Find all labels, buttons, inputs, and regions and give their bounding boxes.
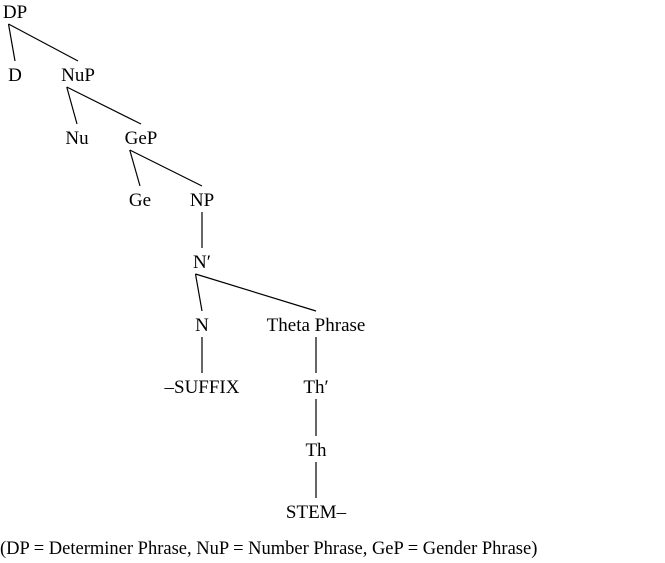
tree-node-theta: Theta Phrase xyxy=(267,315,366,336)
tree-node-nu: Nu xyxy=(65,128,89,149)
branch-dp-nup xyxy=(8,23,79,62)
tree-node-np: NP xyxy=(190,190,214,211)
tree-node-suffix: –SUFFIX xyxy=(164,377,240,398)
tree-node-stem: STEM– xyxy=(286,502,347,523)
branch-dp-d xyxy=(7,23,16,62)
tree-node-nbar: N′ xyxy=(193,252,211,273)
tree-node-th: Th xyxy=(305,440,327,461)
branch-nup-gep xyxy=(66,86,142,125)
branch-nup-nu xyxy=(66,86,78,125)
diagram-caption: (DP = Determiner Phrase, NuP = Number Ph… xyxy=(0,539,538,559)
tree-node-nup: NuP xyxy=(61,65,95,86)
tree-node-dp: DP xyxy=(3,2,27,23)
branch-gep-np xyxy=(129,149,203,187)
tree-node-gep: GeP xyxy=(125,128,158,149)
branch-gep-ge xyxy=(129,149,141,187)
tree-branches xyxy=(7,23,317,498)
tree-node-ge: Ge xyxy=(129,190,151,211)
tree-node-thbar: Th′ xyxy=(303,377,328,398)
branch-nbar-theta xyxy=(195,273,317,312)
branch-nbar-n xyxy=(194,273,203,312)
tree-labels: DP D NuP Nu GeP Ge NP N′ N Theta Phrase –SUFFIX Th′… xyxy=(3,2,365,523)
tree-node-d: D xyxy=(8,65,22,86)
syntax-tree: DP D NuP Nu GeP Ge NP N′ N Theta Phrase –SUFFIX Th′… xyxy=(3,2,365,523)
tree-node-n: N xyxy=(195,315,209,336)
